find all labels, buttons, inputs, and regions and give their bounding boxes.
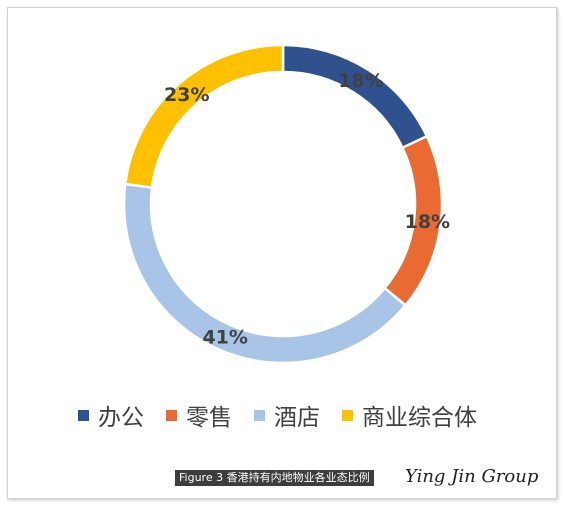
legend-label: 酒店 xyxy=(274,405,320,431)
legend-label: 零售 xyxy=(186,405,232,431)
legend-item-office: 办公 xyxy=(78,398,144,432)
legend-item-complex: 商业综合体 xyxy=(342,398,477,432)
figure-caption: Figure 3 香港持有内地物业各业态比例 xyxy=(175,470,374,486)
donut-slice xyxy=(123,43,285,189)
legend-label: 办公 xyxy=(98,405,144,431)
legend: 办公 零售 酒店 商业综合体 xyxy=(78,398,499,432)
donut-slice xyxy=(281,43,429,150)
legend-swatch xyxy=(166,409,177,421)
legend-swatch xyxy=(342,409,353,421)
donut-chart: 18% 18% 41% 23% xyxy=(122,43,450,365)
legend-swatch xyxy=(254,409,265,421)
brand-watermark: Ying Jin Group xyxy=(405,466,539,487)
legend-item-hotel: 酒店 xyxy=(254,398,320,432)
slice-data-label: 18% xyxy=(338,70,383,92)
legend-label: 商业综合体 xyxy=(362,405,477,431)
donut-slice xyxy=(122,182,408,365)
slice-data-label: 23% xyxy=(164,84,209,106)
slice-data-label: 18% xyxy=(405,211,450,233)
chart-frame xyxy=(7,7,557,499)
slice-data-label: 41% xyxy=(202,327,247,349)
legend-item-retail: 零售 xyxy=(166,398,232,432)
legend-swatch xyxy=(78,409,89,421)
